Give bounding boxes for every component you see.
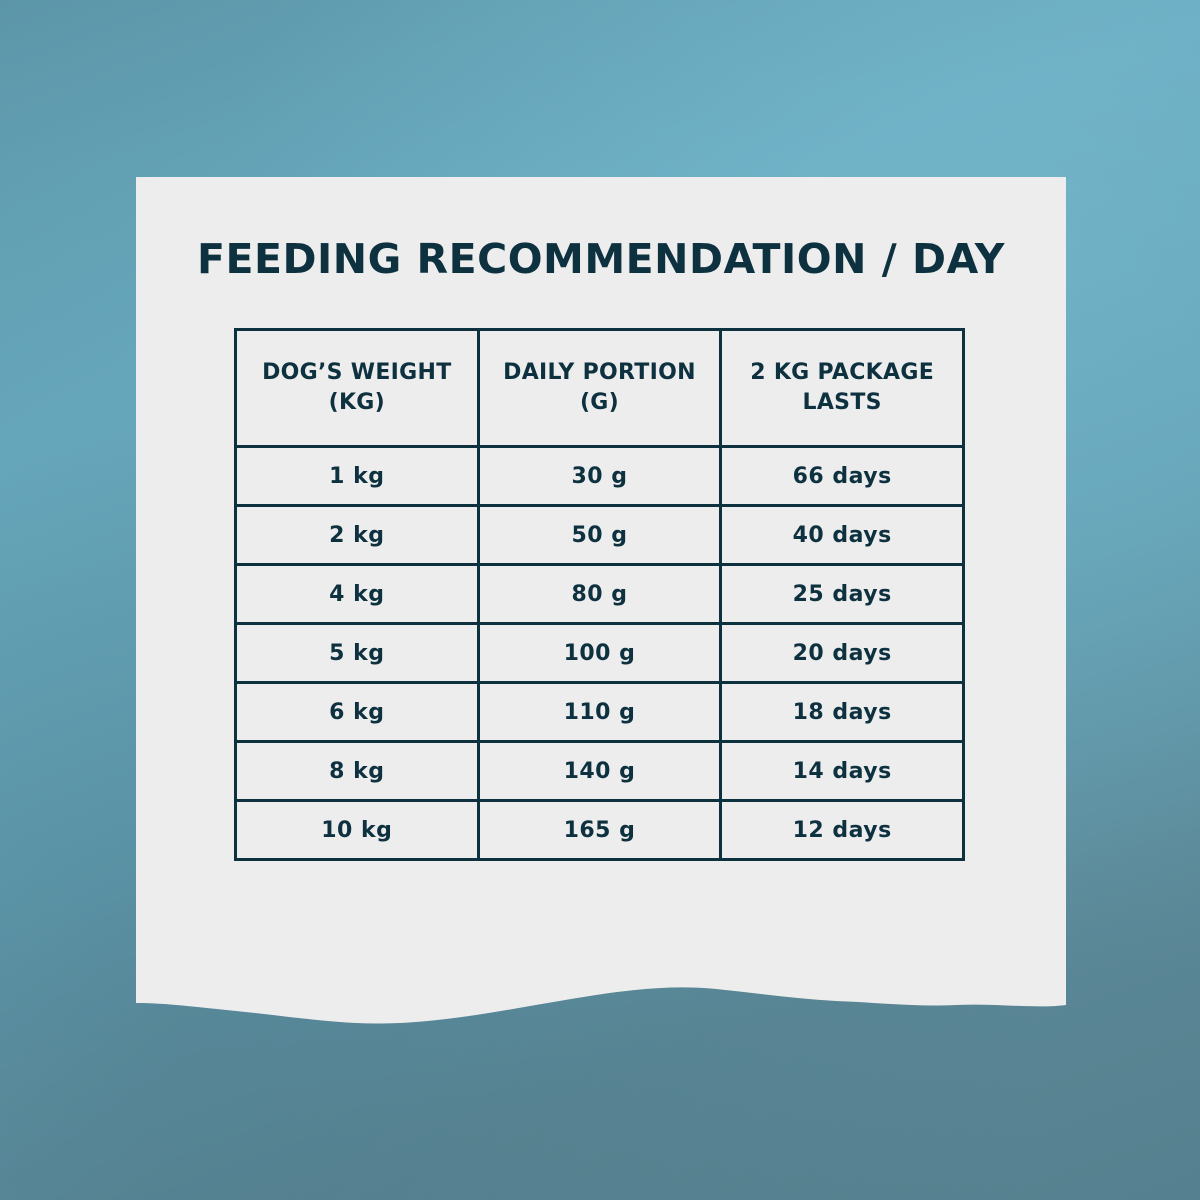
cell-portion: 80 g [478,565,721,624]
table-row: 4 kg 80 g 25 days [236,565,964,624]
header-line: (G) [488,388,712,418]
table-row: 10 kg 165 g 12 days [236,801,964,860]
cell-weight: 5 kg [236,624,479,683]
cell-days: 14 days [721,742,964,801]
cell-weight: 10 kg [236,801,479,860]
cell-days: 12 days [721,801,964,860]
cell-weight: 1 kg [236,447,479,506]
paper-card: FEEDING RECOMMENDATION / DAY DOG’S WEIGH… [136,177,1066,1027]
table-header-row: DOG’S WEIGHT (KG) DAILY PORTION (G) 2 KG… [236,330,964,447]
cell-days: 66 days [721,447,964,506]
header-line: DOG’S WEIGHT [245,358,469,388]
cell-portion: 110 g [478,683,721,742]
cell-portion: 140 g [478,742,721,801]
cell-weight: 4 kg [236,565,479,624]
cell-days: 25 days [721,565,964,624]
header-line: LASTS [730,388,954,418]
header-line: DAILY PORTION [488,358,712,388]
table-row: 1 kg 30 g 66 days [236,447,964,506]
table-row: 8 kg 140 g 14 days [236,742,964,801]
header-line: (KG) [245,388,469,418]
table-row: 5 kg 100 g 20 days [236,624,964,683]
header-line: 2 KG PACKAGE [730,358,954,388]
table-row: 2 kg 50 g 40 days [236,506,964,565]
header-package-lasts: 2 KG PACKAGE LASTS [721,330,964,447]
cell-weight: 8 kg [236,742,479,801]
cell-portion: 50 g [478,506,721,565]
cell-weight: 6 kg [236,683,479,742]
cell-portion: 100 g [478,624,721,683]
table-row: 6 kg 110 g 18 days [236,683,964,742]
cell-portion: 165 g [478,801,721,860]
feeding-table: DOG’S WEIGHT (KG) DAILY PORTION (G) 2 KG… [234,328,965,861]
cell-days: 20 days [721,624,964,683]
cell-portion: 30 g [478,447,721,506]
page-title: FEEDING RECOMMENDATION / DAY [136,235,1066,283]
header-dog-weight: DOG’S WEIGHT (KG) [236,330,479,447]
cell-days: 18 days [721,683,964,742]
cell-days: 40 days [721,506,964,565]
cell-weight: 2 kg [236,506,479,565]
header-daily-portion: DAILY PORTION (G) [478,330,721,447]
